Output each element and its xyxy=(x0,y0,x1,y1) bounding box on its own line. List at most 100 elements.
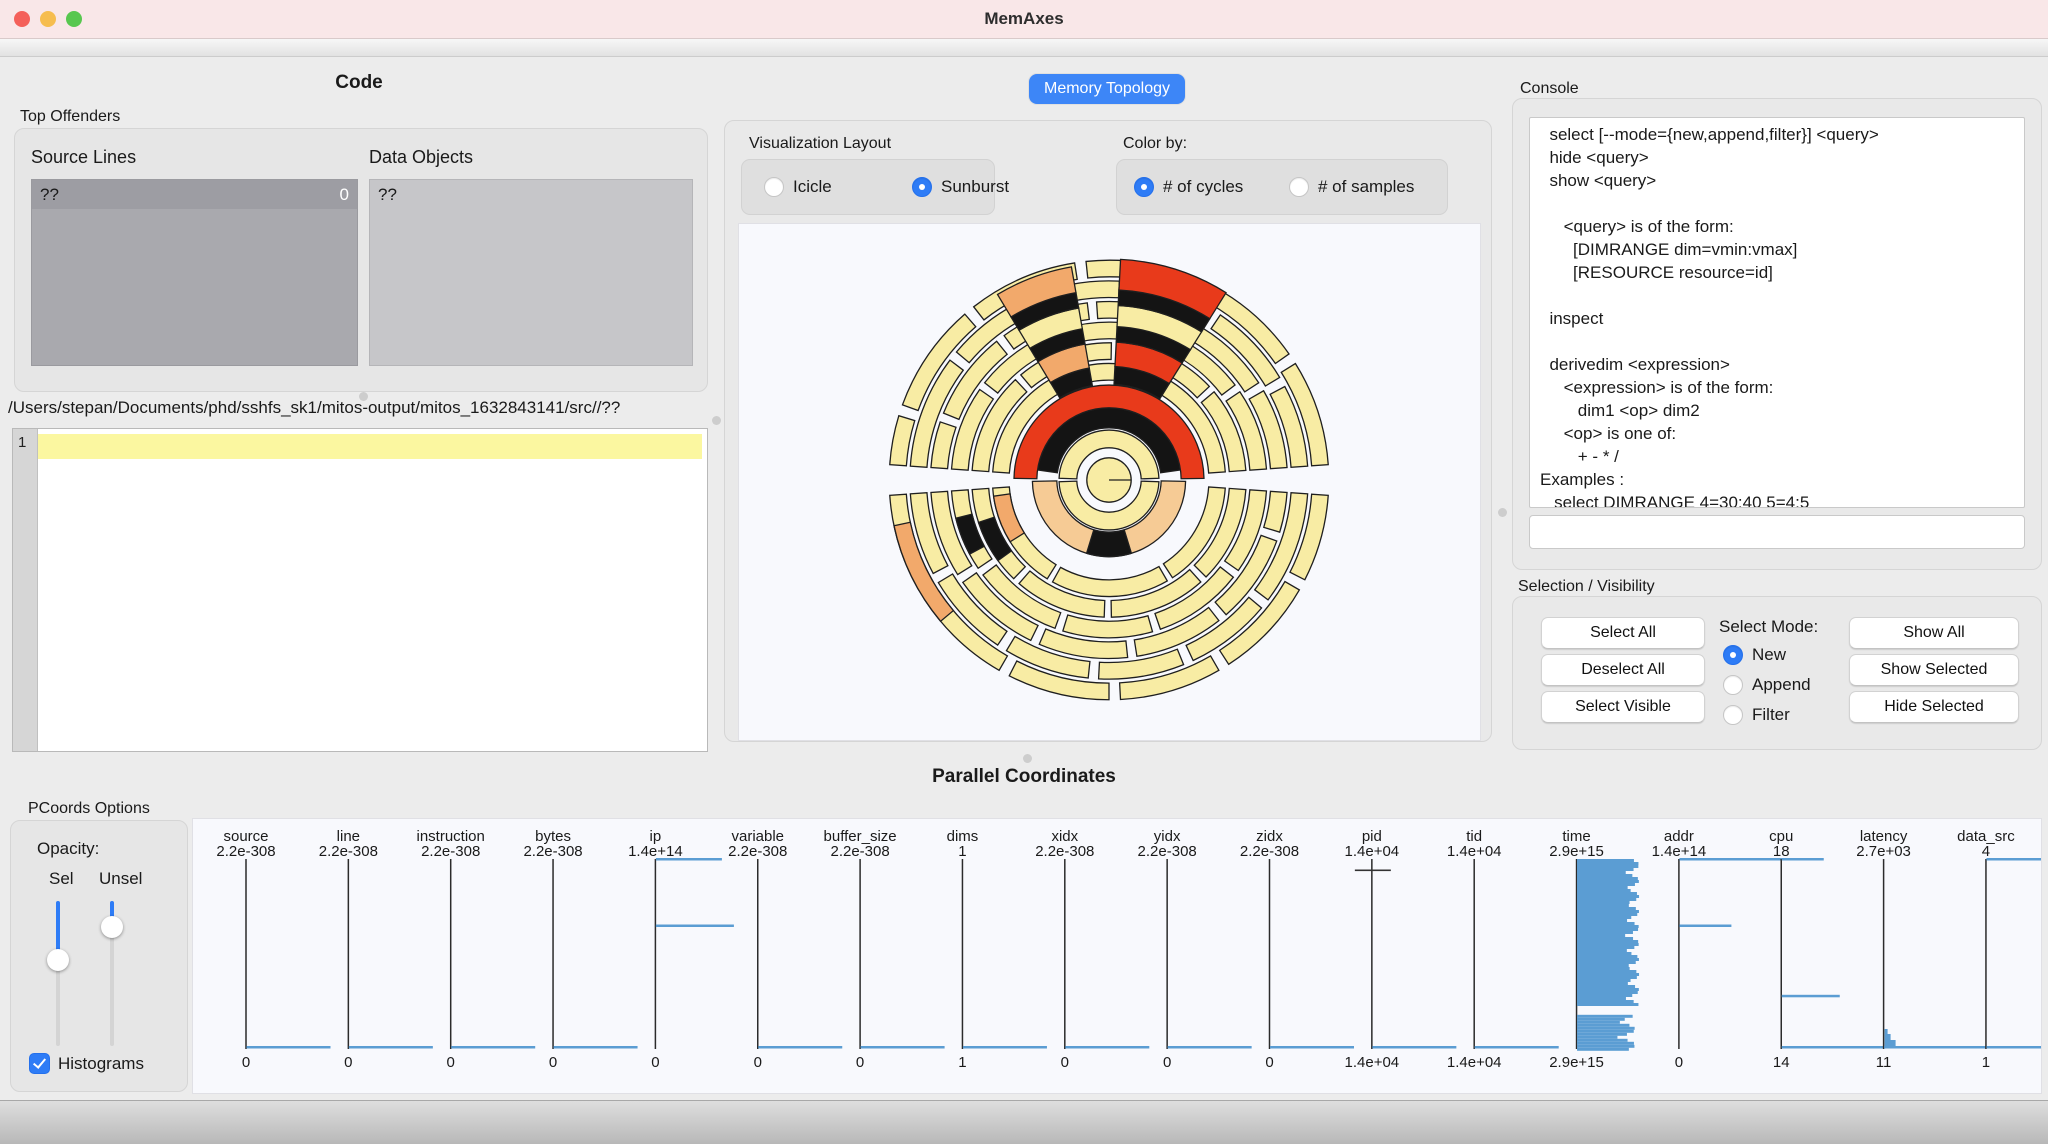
radio-icon[interactable] xyxy=(1723,645,1743,665)
pcoords-axis-variable[interactable]: variable2.2e-3080 xyxy=(728,828,842,1071)
topology-group: Visualization Layout IcicleSunburst Colo… xyxy=(724,120,1492,742)
radio-mode-filter[interactable]: Filter xyxy=(1723,705,1790,725)
sel-opacity-handle[interactable] xyxy=(47,949,69,971)
axis-text: 2.2e-308 xyxy=(1138,843,1197,860)
memory-topology-tab[interactable]: Memory Topology xyxy=(1029,74,1185,104)
sunburst-plot[interactable] xyxy=(738,223,1481,741)
radio-mode-append[interactable]: Append xyxy=(1723,675,1811,695)
radio-icon[interactable] xyxy=(912,177,932,197)
pcoords-options-group: Opacity: Sel Unsel Histograms xyxy=(10,820,188,1092)
radio-viz-icicle[interactable]: Icicle xyxy=(764,177,832,197)
highlighted-line[interactable] xyxy=(38,434,702,459)
code-view[interactable]: 1 xyxy=(12,428,708,752)
source-line-row[interactable]: ?? 0 xyxy=(32,180,357,209)
radio-icon[interactable] xyxy=(764,177,784,197)
radio-icon[interactable] xyxy=(1134,177,1154,197)
selection-visibility-label: Selection / Visibility xyxy=(1518,578,1655,596)
splitter-handle[interactable] xyxy=(712,416,721,425)
console-input[interactable] xyxy=(1529,515,2025,549)
pcoords-chart[interactable]: source2.2e-3080line2.2e-3080instruction2… xyxy=(193,819,2041,1093)
pcoords-axis-ip[interactable]: ip1.4e+140 xyxy=(628,828,734,1071)
minimize-button[interactable] xyxy=(40,11,56,27)
sunburst-segment[interactable] xyxy=(1053,567,1168,597)
radio-colorby--of-samples[interactable]: # of samples xyxy=(1289,177,1414,197)
sunburst-chart[interactable] xyxy=(739,224,1480,740)
pcoords-axis-instruction[interactable]: instruction2.2e-3080 xyxy=(417,828,536,1071)
histograms-option[interactable]: Histograms xyxy=(29,1053,144,1074)
console-line: + - * / xyxy=(1540,445,2024,468)
source-lines-list[interactable]: ?? 0 xyxy=(31,179,358,366)
visibility-show-selected-button[interactable]: Show Selected xyxy=(1849,654,2019,686)
radio-colorby--of-cycles[interactable]: # of cycles xyxy=(1134,177,1243,197)
unsel-opacity-slider[interactable] xyxy=(101,901,123,1046)
pcoords-axis-time[interactable]: time2.9e+152.9e+15 xyxy=(1549,828,1639,1071)
console-output[interactable]: select [--mode={new,append,filter}] <que… xyxy=(1529,117,2025,508)
radio-icon[interactable] xyxy=(1723,705,1743,725)
histograms-checkbox[interactable] xyxy=(29,1053,50,1074)
console-line: <op> is one of: xyxy=(1540,422,2024,445)
axis-text: 0 xyxy=(549,1054,557,1071)
selection-select-visible-button[interactable]: Select Visible xyxy=(1541,691,1705,723)
axis-text: 4 xyxy=(1982,843,1990,860)
console-line: inspect xyxy=(1540,307,2024,330)
radio-label: Append xyxy=(1752,675,1811,695)
axis-text: 1.4e+04 xyxy=(1345,1054,1400,1071)
splitter-handle[interactable] xyxy=(1498,508,1507,517)
status-bar xyxy=(0,1100,2048,1144)
axis-text: 1.4e+04 xyxy=(1447,1054,1502,1071)
console-line: [DIMRANGE dim=vmin:vmax] xyxy=(1540,238,2024,261)
axis-text: 2.2e-308 xyxy=(523,843,582,860)
sunburst-segment[interactable] xyxy=(1087,530,1132,557)
sel-opacity-slider[interactable] xyxy=(47,901,69,1046)
radio-icon[interactable] xyxy=(1289,177,1309,197)
console-line xyxy=(1540,284,2024,307)
axis-text: 1 xyxy=(958,843,966,860)
source-line-name: ?? xyxy=(40,185,59,205)
selection-select-all-button[interactable]: Select All xyxy=(1541,617,1705,649)
radio-label: Sunburst xyxy=(941,177,1009,197)
axis-text: 0 xyxy=(242,1054,250,1071)
radio-viz-sunburst[interactable]: Sunburst xyxy=(912,177,1009,197)
data-objects-label: Data Objects xyxy=(369,147,473,168)
splitter-handle[interactable] xyxy=(359,392,368,401)
viz-layout-group: IcicleSunburst xyxy=(741,159,995,215)
splitter-handle[interactable] xyxy=(1023,754,1032,763)
axis-text: 2.2e-308 xyxy=(1035,843,1094,860)
visibility-show-all-button[interactable]: Show All xyxy=(1849,617,2019,649)
radio-mode-new[interactable]: New xyxy=(1723,645,1786,665)
radio-icon[interactable] xyxy=(1723,675,1743,695)
source-lines-label: Source Lines xyxy=(31,147,136,168)
close-button[interactable] xyxy=(14,11,30,27)
sunburst-segment[interactable] xyxy=(1063,615,1153,638)
console-line: Examples : xyxy=(1540,468,2024,491)
radio-label: Icicle xyxy=(793,177,832,197)
viz-layout-label: Visualization Layout xyxy=(749,135,891,153)
selection-deselect-all-button[interactable]: Deselect All xyxy=(1541,654,1705,686)
unsel-opacity-handle[interactable] xyxy=(101,916,123,938)
console-line: hide <query> xyxy=(1540,146,2024,169)
zoom-button[interactable] xyxy=(66,11,82,27)
top-offenders-label: Top Offenders xyxy=(20,108,120,126)
data-objects-list[interactable]: ?? xyxy=(369,179,693,366)
data-object-row[interactable]: ?? xyxy=(370,180,692,209)
visibility-hide-selected-button[interactable]: Hide Selected xyxy=(1849,691,2019,723)
axis-text: 14 xyxy=(1773,1054,1790,1071)
sunburst-segment[interactable] xyxy=(1264,491,1287,532)
window-title: MemAxes xyxy=(0,0,2048,38)
console-line: derivedim <expression> xyxy=(1540,353,2024,376)
